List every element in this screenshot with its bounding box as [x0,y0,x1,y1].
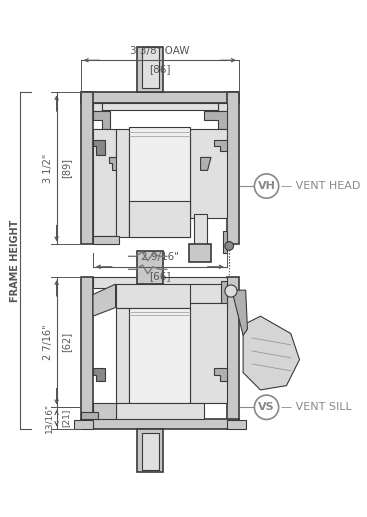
Polygon shape [218,103,226,112]
Text: — VENT SILL: — VENT SILL [281,402,352,412]
Polygon shape [226,420,246,429]
Polygon shape [190,303,226,403]
Polygon shape [130,201,190,237]
Text: 2 9/16": 2 9/16" [141,252,179,263]
Polygon shape [93,403,116,419]
Polygon shape [93,236,119,244]
Polygon shape [93,112,110,129]
Circle shape [225,285,237,297]
Polygon shape [137,429,163,473]
Polygon shape [93,140,105,155]
Polygon shape [189,244,211,262]
Polygon shape [102,103,218,110]
Polygon shape [142,433,159,470]
Text: [86]: [86] [149,65,171,74]
Polygon shape [116,284,194,308]
Text: VS: VS [258,402,275,412]
Polygon shape [81,93,93,244]
Polygon shape [116,308,130,403]
Polygon shape [81,412,98,419]
Polygon shape [232,290,247,336]
Text: [21]: [21] [61,409,70,428]
Polygon shape [190,129,226,218]
Text: [89]: [89] [61,158,71,178]
Text: — VENT HEAD: — VENT HEAD [281,181,361,191]
Text: [66]: [66] [149,271,171,281]
Polygon shape [201,157,211,171]
Polygon shape [204,112,226,129]
Text: 3 3/8" OAW: 3 3/8" OAW [130,46,190,56]
Polygon shape [130,127,190,237]
Polygon shape [116,129,130,237]
Polygon shape [214,368,226,381]
Polygon shape [93,368,105,381]
Circle shape [225,241,233,250]
Polygon shape [74,420,93,429]
Text: 13/16": 13/16" [44,403,53,433]
Polygon shape [221,281,226,310]
Polygon shape [226,277,239,429]
Polygon shape [214,140,226,151]
Polygon shape [93,284,116,316]
Polygon shape [137,47,163,93]
Polygon shape [223,231,226,253]
Text: [62]: [62] [61,332,71,352]
Polygon shape [93,277,226,287]
Polygon shape [93,103,102,112]
Polygon shape [137,251,163,284]
Polygon shape [130,308,190,403]
Polygon shape [81,277,93,429]
Text: 2 7/16": 2 7/16" [43,324,53,360]
Polygon shape [142,47,159,88]
Text: FRAME HEIGHT: FRAME HEIGHT [10,220,20,302]
Polygon shape [190,284,226,303]
Polygon shape [93,129,116,236]
Polygon shape [81,93,239,103]
Text: VH: VH [258,181,276,191]
Polygon shape [109,157,119,171]
Polygon shape [81,419,239,429]
Text: 3 1/2": 3 1/2" [43,154,53,183]
Polygon shape [116,403,204,419]
Polygon shape [194,214,207,249]
Polygon shape [226,93,239,244]
Polygon shape [243,316,299,390]
